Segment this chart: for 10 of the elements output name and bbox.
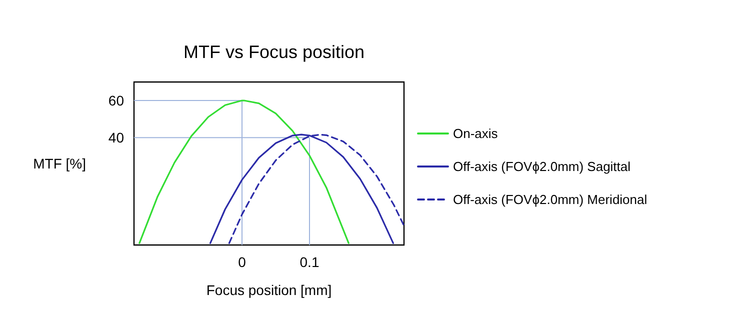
legend-label: Off-axis (FOVϕ2.0mm) Sagittal xyxy=(453,159,631,174)
legend-label: On-axis xyxy=(453,126,498,141)
y-tick-label: 60 xyxy=(108,92,124,109)
legend-label: Off-axis (FOVϕ2.0mm) Meridional xyxy=(453,192,648,207)
x-tick-label: 0 xyxy=(238,254,246,270)
x-tick-label: 0.1 xyxy=(300,254,320,270)
y-tick-label: 40 xyxy=(108,130,124,146)
chart-title: MTF vs Focus position xyxy=(183,42,365,62)
y-axis-title: MTF [%] xyxy=(33,156,86,172)
x-axis-title: Focus position [mm] xyxy=(206,282,332,298)
